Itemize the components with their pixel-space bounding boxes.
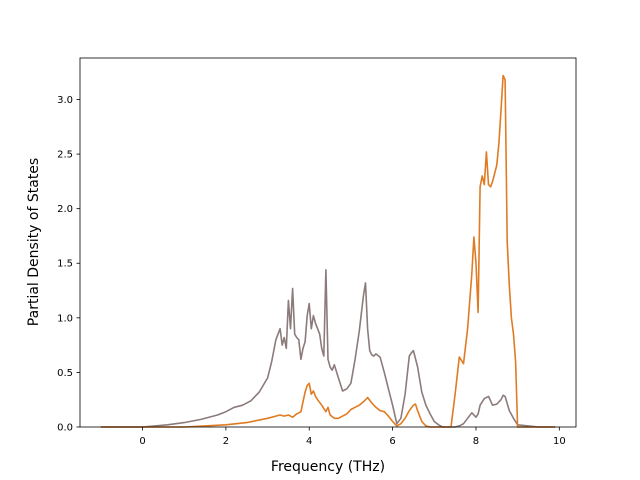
y-tick-label: 3.0 xyxy=(57,95,73,106)
y-tick-label: 1.0 xyxy=(57,313,73,324)
x-tick-label: 10 xyxy=(553,436,566,447)
x-tick-label: 4 xyxy=(306,436,312,447)
plot-area xyxy=(100,74,556,428)
y-axis-ticks: 0.0 0.5 1.0 1.5 2.0 2.5 3.0 xyxy=(57,95,80,434)
series-line-2 xyxy=(100,74,556,428)
x-axis-label: Frequency (THz) xyxy=(271,459,385,475)
axes-frame xyxy=(79,57,577,428)
y-axis-label: Partial Density of States xyxy=(26,158,42,326)
x-tick-label: 6 xyxy=(389,436,395,447)
y-tick-label: 2.0 xyxy=(57,204,73,215)
y-tick-label: 1.5 xyxy=(57,259,73,270)
x-axis-ticks: 0 2 4 6 8 10 xyxy=(139,427,566,447)
x-tick-label: 8 xyxy=(473,436,479,447)
series-line-1 xyxy=(100,269,556,428)
y-tick-label: 0.0 xyxy=(57,423,73,434)
y-tick-label: 2.5 xyxy=(57,150,73,161)
y-tick-label: 0.5 xyxy=(57,368,73,379)
x-tick-label: 0 xyxy=(139,436,145,447)
x-tick-label: 2 xyxy=(223,436,229,447)
